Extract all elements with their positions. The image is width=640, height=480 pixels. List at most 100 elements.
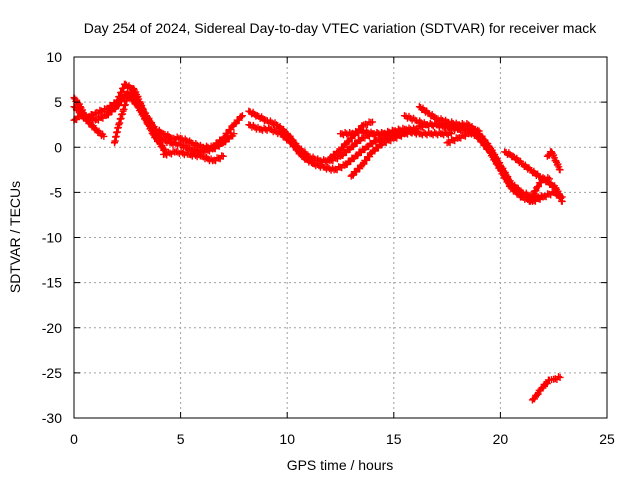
x-axis: 0 5 10 15 20 25	[70, 57, 615, 447]
series-track	[544, 148, 554, 159]
series-sat-j	[326, 118, 376, 162]
series-track	[178, 135, 194, 147]
series-track	[199, 153, 215, 165]
series-track	[189, 139, 204, 151]
series-track	[310, 160, 326, 171]
series-track	[103, 104, 119, 119]
series-track	[210, 139, 226, 153]
series-track	[338, 145, 354, 159]
series-track	[455, 124, 471, 134]
x-tick-label: 10	[279, 431, 295, 447]
series-track	[417, 104, 431, 116]
series-layer	[70, 80, 566, 404]
series-sat-i	[347, 129, 408, 180]
series-track	[220, 122, 237, 141]
y-tick-label: 10	[46, 49, 62, 65]
series-track	[178, 141, 194, 154]
series-track	[370, 141, 386, 155]
series-track	[353, 145, 369, 159]
series-track	[344, 131, 358, 146]
series-track	[187, 150, 204, 161]
series-track	[71, 95, 83, 109]
series-track	[348, 136, 365, 150]
series-track	[391, 129, 407, 142]
series-track	[359, 127, 375, 138]
series-track	[428, 129, 443, 139]
series-track	[268, 126, 283, 138]
series-track	[120, 96, 131, 114]
series-sat-n	[501, 148, 566, 205]
series-track	[359, 149, 375, 168]
series-track	[551, 373, 562, 383]
series-sat-p	[543, 148, 564, 174]
y-axis-title: SDTVAR / TECUs	[7, 181, 23, 293]
series-track	[434, 115, 450, 126]
series-track	[150, 131, 162, 145]
series-track	[370, 129, 386, 139]
series-track	[529, 391, 540, 403]
series-track	[423, 120, 439, 130]
series-track	[530, 192, 545, 205]
y-tick-label: -15	[42, 275, 62, 291]
series-track	[82, 112, 98, 124]
series-track	[466, 126, 482, 138]
series-track	[519, 160, 533, 173]
series-track	[402, 112, 418, 124]
series-track	[130, 86, 143, 106]
series-sat-l	[400, 112, 547, 205]
series-track	[362, 118, 375, 129]
series-track	[363, 137, 379, 151]
y-tick-label: -30	[42, 410, 62, 426]
series-track	[115, 110, 127, 127]
series-track	[306, 153, 322, 165]
series-track	[381, 129, 396, 139]
series-track	[510, 153, 524, 167]
series-track	[445, 123, 460, 134]
series-track	[111, 123, 122, 145]
series-track	[487, 149, 504, 172]
series-track	[231, 113, 245, 128]
series-track	[274, 122, 290, 138]
series-track	[143, 118, 156, 137]
series-track	[413, 117, 428, 129]
series-sat-m	[443, 126, 483, 147]
series-track	[541, 174, 552, 184]
series-track	[348, 161, 365, 179]
series-track	[122, 81, 134, 92]
x-tick-label: 0	[70, 431, 78, 447]
x-tick-label: 15	[386, 431, 402, 447]
series-track	[342, 154, 358, 168]
y-tick-label: -5	[50, 184, 63, 200]
series-track	[93, 126, 107, 140]
series-track	[220, 132, 237, 146]
x-tick-label: 20	[493, 431, 509, 447]
series-track	[528, 167, 542, 179]
chart-title: Day 254 of 2024, Sidereal Day-to-day VTE…	[84, 20, 597, 36]
x-tick-label: 5	[177, 431, 185, 447]
series-track	[338, 129, 354, 139]
x-axis-title: GPS time / hours	[287, 457, 394, 473]
y-axis: -30 -25 -20 -15 -10 -5 0 5 10	[42, 49, 607, 426]
series-track	[434, 121, 450, 132]
series-track	[113, 80, 128, 105]
series-track	[353, 122, 367, 137]
series-track	[548, 149, 559, 164]
series-track	[246, 121, 262, 133]
series-track	[157, 135, 172, 147]
series-track	[455, 120, 471, 130]
series-track	[263, 117, 279, 129]
series-track	[553, 185, 565, 205]
series-track	[278, 131, 294, 147]
series-track	[445, 118, 460, 129]
series-track	[156, 140, 169, 154]
y-tick-label: 0	[54, 139, 62, 155]
series-sat-e	[160, 147, 227, 165]
series-sat-o	[526, 174, 553, 205]
series-track	[210, 152, 226, 165]
series-track	[542, 376, 552, 388]
y-tick-label: -10	[42, 230, 62, 246]
series-track	[476, 136, 493, 154]
series-track	[137, 100, 150, 124]
